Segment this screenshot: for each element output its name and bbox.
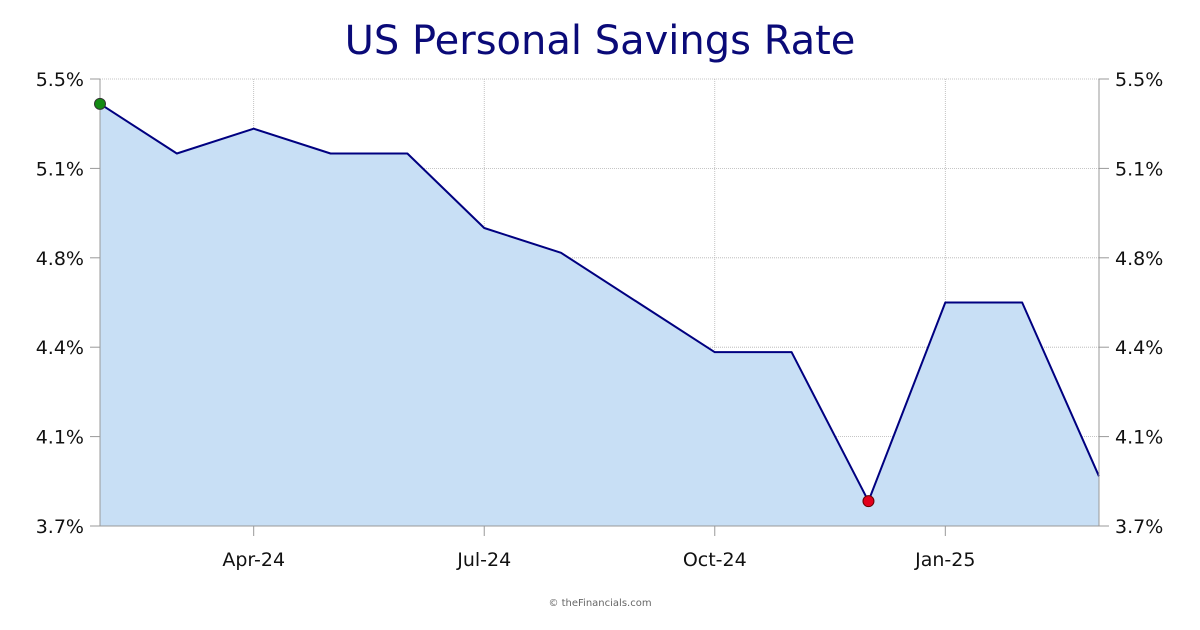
chart-title: US Personal Savings Rate xyxy=(344,18,856,64)
y-tick-label-right: 3.7% xyxy=(1115,516,1163,538)
y-tick-label-left: 4.1% xyxy=(36,427,84,449)
y-tick-label-right: 5.1% xyxy=(1115,158,1163,180)
y-tick-label-left: 3.7% xyxy=(36,516,84,538)
x-tick-label: Jan-25 xyxy=(914,549,975,571)
x-tick-label: Jul-24 xyxy=(456,549,511,571)
x-tick-label: Apr-24 xyxy=(222,549,285,571)
y-tick-label-left: 4.8% xyxy=(36,248,84,270)
y-tick-label-left: 5.5% xyxy=(36,69,84,91)
series-line xyxy=(99,102,1100,503)
y-tick-label-left: 5.1% xyxy=(36,158,84,180)
y-tick-label-right: 4.8% xyxy=(1115,248,1163,270)
y-tick-label-right: 5.5% xyxy=(1115,69,1163,91)
min-marker xyxy=(862,495,875,508)
series-area xyxy=(100,103,1099,526)
y-tick-label-right: 4.1% xyxy=(1115,427,1163,449)
y-tick-label-right: 4.4% xyxy=(1115,337,1163,359)
chart-plot: 5.5% 5.5% 5.1% 5.1% 4.8% 4.8% 4.4% 4.4% 4.1% 4.1%… xyxy=(36,69,1164,571)
y-tick-label-left: 4.4% xyxy=(36,337,84,359)
max-marker xyxy=(94,97,106,110)
x-tick-label: Oct-24 xyxy=(683,549,747,571)
credit-text: © theFinancials.com xyxy=(548,598,652,609)
